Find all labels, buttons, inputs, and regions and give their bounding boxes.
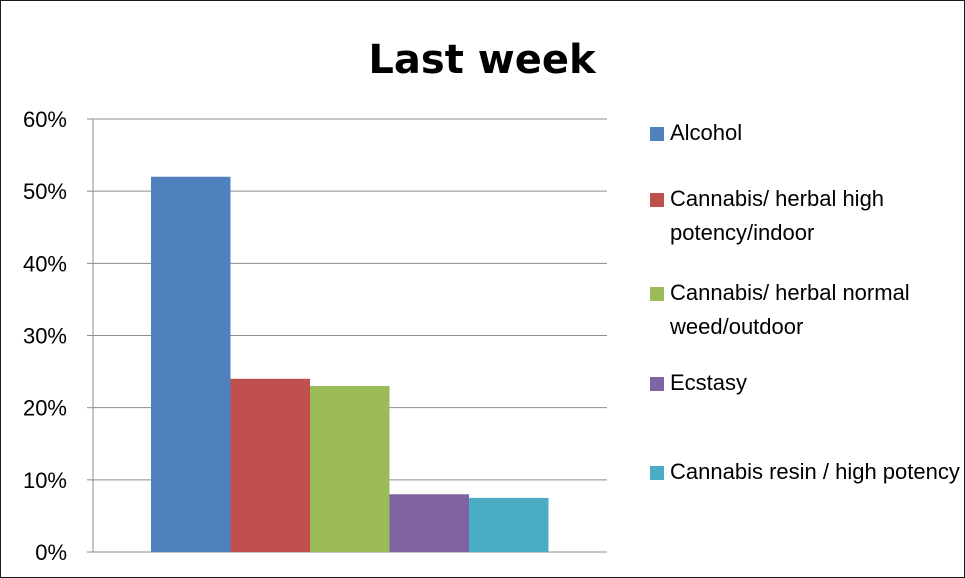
legend-item: Ecstasy <box>650 370 960 400</box>
bar-3 <box>310 386 390 552</box>
legend-swatch <box>650 466 664 480</box>
legend-item: Alcohol <box>650 120 960 150</box>
legend-label: Ecstasy <box>670 370 748 395</box>
bar-4 <box>389 494 469 552</box>
bar-1 <box>151 176 231 552</box>
legend-swatch <box>650 287 664 301</box>
legend-swatch <box>650 377 664 391</box>
y-tick-label: 50% <box>23 179 67 204</box>
y-tick-label: 0% <box>35 540 67 565</box>
legend-label: Cannabis/ herbal high potency/indoor <box>670 186 885 245</box>
legend-item: Cannabis resin / high potency <box>650 459 960 489</box>
y-tick-label: 30% <box>23 324 67 349</box>
bar-2 <box>230 378 310 552</box>
legend-item: Cannabis/ herbal high potency/indoor <box>650 186 960 250</box>
chart-title: Last week <box>368 37 596 83</box>
legend-swatch <box>650 127 664 141</box>
y-tick-label: 20% <box>23 396 67 421</box>
y-tick-label: 40% <box>23 251 67 276</box>
legend-swatch <box>650 193 664 207</box>
legend-label: Cannabis/ herbal normal weed/outdoor <box>670 280 910 339</box>
legend-label: Alcohol <box>670 120 743 145</box>
legend-item: Cannabis/ herbal normal weed/outdoor <box>650 280 960 344</box>
legend-label: Cannabis resin / high potency <box>670 459 960 484</box>
legend: Alcohol Cannabis/ herbal high potency/ind… <box>650 0 960 578</box>
bar-5 <box>469 497 549 552</box>
y-tick-label: 10% <box>23 468 67 493</box>
y-tick-label: 60% <box>23 107 67 132</box>
